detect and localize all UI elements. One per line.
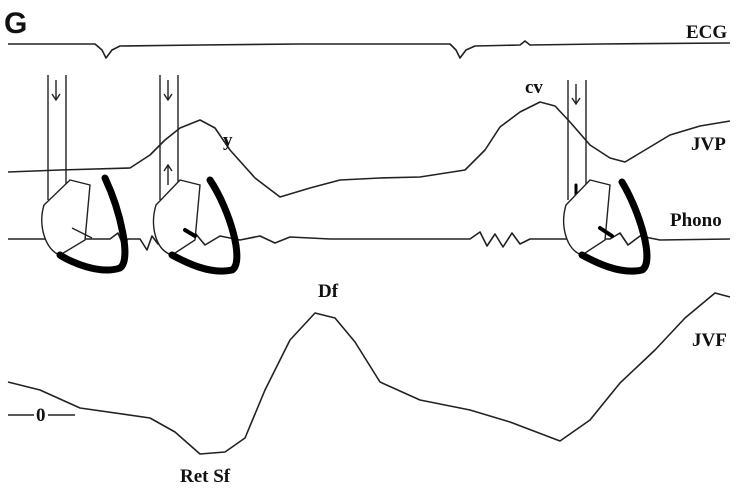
jvp-trace — [7, 101, 731, 198]
heart-icon — [152, 75, 241, 275]
annotation: Df — [318, 281, 339, 302]
annotation: cv — [525, 77, 543, 98]
baseline-label: 0 — [36, 405, 46, 426]
trace-label: JVF — [692, 330, 727, 351]
annotation: y — [223, 130, 233, 151]
trace-label: JVP — [691, 134, 726, 155]
panel-label: G — [4, 7, 27, 40]
annotation: Ret Sf — [180, 466, 231, 487]
trace-label: ECG — [686, 22, 727, 43]
ecg-trace — [8, 40, 731, 59]
jvf-trace — [7, 292, 731, 455]
phono-trace — [8, 231, 731, 251]
heart-icon — [563, 80, 651, 275]
heart-icon — [41, 75, 129, 274]
trace-label: Phono — [670, 210, 722, 231]
